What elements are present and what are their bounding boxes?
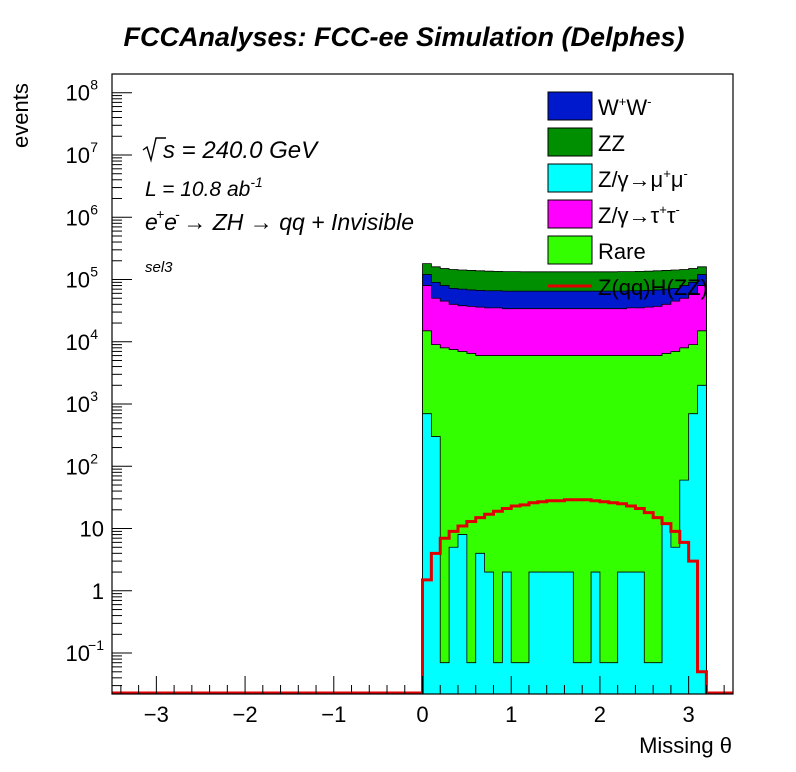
legend-label: Z/γ→τ+τ-	[598, 202, 680, 228]
y-tick-exponent: 2	[90, 450, 98, 466]
luminosity-annotation: L = 10.8 ab-1	[145, 174, 263, 201]
signal-zqq-hzz-line	[112, 498, 733, 694]
x-tick-label: 0	[416, 702, 428, 727]
y-tick-exponent: −1	[88, 637, 104, 653]
luminosity-text: L = 10.8 ab	[145, 178, 251, 201]
y-tick-label: 10	[66, 143, 90, 168]
legend-item: ZZ	[547, 127, 625, 157]
y-tick-exponent: 6	[90, 201, 98, 217]
legend-item: Rare	[547, 235, 646, 265]
legend-label: ZZ	[598, 131, 625, 156]
signal-layer	[112, 498, 733, 694]
process-eplus-sup: +	[156, 206, 164, 222]
x-axis-label: Missing θ	[639, 733, 732, 758]
legend-label: W+W-	[598, 94, 651, 120]
sqrt-s-text: s = 240.0 GeV	[163, 137, 319, 164]
legend-swatch	[547, 163, 593, 193]
y-tick-exponent: 5	[90, 264, 98, 280]
y-tick-label: 10	[66, 330, 90, 355]
stacked-series-layer	[422, 263, 707, 694]
y-tick-label: 10	[66, 81, 90, 106]
legend-swatch	[547, 127, 593, 157]
y-tick-exponent: 4	[90, 326, 98, 342]
sqrt-symbol-icon	[142, 137, 166, 163]
y-tick-label: 10	[66, 641, 90, 666]
legend-swatch	[547, 235, 593, 265]
y-tick-label: 10	[80, 517, 104, 542]
x-tick-label: −2	[233, 702, 258, 727]
luminosity-exponent: -1	[250, 174, 262, 190]
legend-item: Z/γ→μ+μ-	[547, 163, 688, 193]
process-annotation: e e → ZH → qq + Invisible + -	[145, 206, 414, 235]
y-tick-label: 10	[66, 205, 90, 230]
x-tick-label: 3	[683, 702, 695, 727]
legend-item: Z(qq)H(ZZ)	[548, 275, 708, 300]
legend: W+W- ZZ Z/γ→μ+μ- Z/γ→τ+τ- Rare Z(qq)H(ZZ)	[547, 91, 708, 300]
process-text: e e → ZH → qq + Invisible	[145, 209, 414, 235]
y-tick-label: 10	[66, 268, 90, 293]
x-tick-label: −1	[321, 702, 346, 727]
selection-label: sel3	[145, 259, 173, 276]
x-tick-label: 2	[594, 702, 606, 727]
x-tick-label: −3	[144, 702, 169, 727]
legend-label: Z/γ→μ+μ-	[598, 166, 688, 192]
process-eminus-sup: -	[175, 206, 180, 222]
series-z-gamma-mu-fill	[422, 384, 707, 694]
legend-label: Rare	[598, 239, 646, 264]
sqrt-s-annotation: s = 240.0 GeV	[142, 137, 319, 164]
y-tick-exponent: 7	[90, 139, 98, 155]
legend-item: Z/γ→τ+τ-	[547, 199, 680, 229]
legend-item: W+W-	[547, 91, 651, 121]
chart-title: FCCAnalyses: FCC-ee Simulation (Delphes)	[123, 22, 684, 52]
y-axis-label: events	[8, 83, 33, 148]
y-tick-label: 10	[66, 454, 90, 479]
legend-label: Z(qq)H(ZZ)	[598, 275, 708, 300]
y-tick-exponent: 3	[90, 388, 98, 404]
y-tick-label: 1	[92, 579, 104, 604]
y-tick-label: 10	[66, 392, 90, 417]
legend-swatch	[547, 91, 593, 121]
x-tick-label: 1	[505, 702, 517, 727]
y-tick-exponent: 8	[90, 77, 98, 93]
legend-swatch	[547, 199, 593, 229]
